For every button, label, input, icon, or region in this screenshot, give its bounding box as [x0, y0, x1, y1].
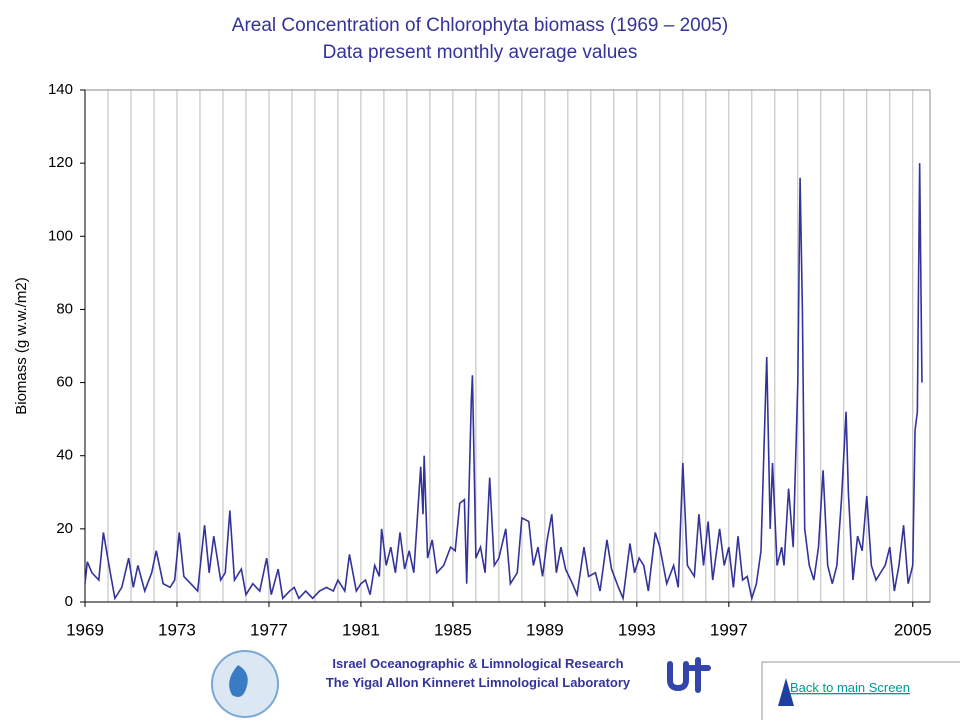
chart-subtitle: Data present monthly average values — [323, 42, 638, 63]
link-box — [761, 661, 960, 723]
y-tick-label: 60 — [56, 374, 73, 391]
footer-line1: Israel Oceanographic & Limnological Rese… — [332, 656, 623, 671]
x-tick-label: 1981 — [342, 620, 380, 639]
y-tick-label: 20 — [56, 520, 73, 537]
chart-title: Areal Concentration of Chlorophyta bioma… — [232, 15, 728, 36]
y-axis-label: Biomass (g w.w./m2) — [13, 277, 30, 415]
y-tick-label: 0 — [65, 593, 73, 610]
x-tick-label: 1969 — [66, 620, 104, 639]
iolr-logo — [667, 657, 711, 693]
x-tick-label: 1973 — [158, 620, 196, 639]
x-tick-label: 1993 — [618, 620, 656, 639]
x-tick-label: 2005 — [894, 620, 932, 639]
y-tick-label: 40 — [56, 447, 73, 464]
x-tick-label: 1977 — [250, 620, 288, 639]
back-link[interactable]: Back to main Screen — [790, 680, 910, 695]
x-tick-label: 1989 — [526, 620, 564, 639]
up-arrow[interactable] — [778, 678, 794, 706]
y-tick-label: 80 — [56, 300, 73, 317]
y-tick-label: 100 — [48, 227, 73, 244]
y-tick-label: 120 — [48, 154, 73, 171]
x-tick-label: 1997 — [710, 620, 748, 639]
x-tick-label: 1985 — [434, 620, 472, 639]
footer-line2: The Yigal Allon Kinneret Limnological La… — [326, 675, 631, 690]
kinneret-logo — [211, 650, 279, 718]
data-line — [84, 163, 923, 602]
y-tick-label: 140 — [48, 81, 73, 98]
